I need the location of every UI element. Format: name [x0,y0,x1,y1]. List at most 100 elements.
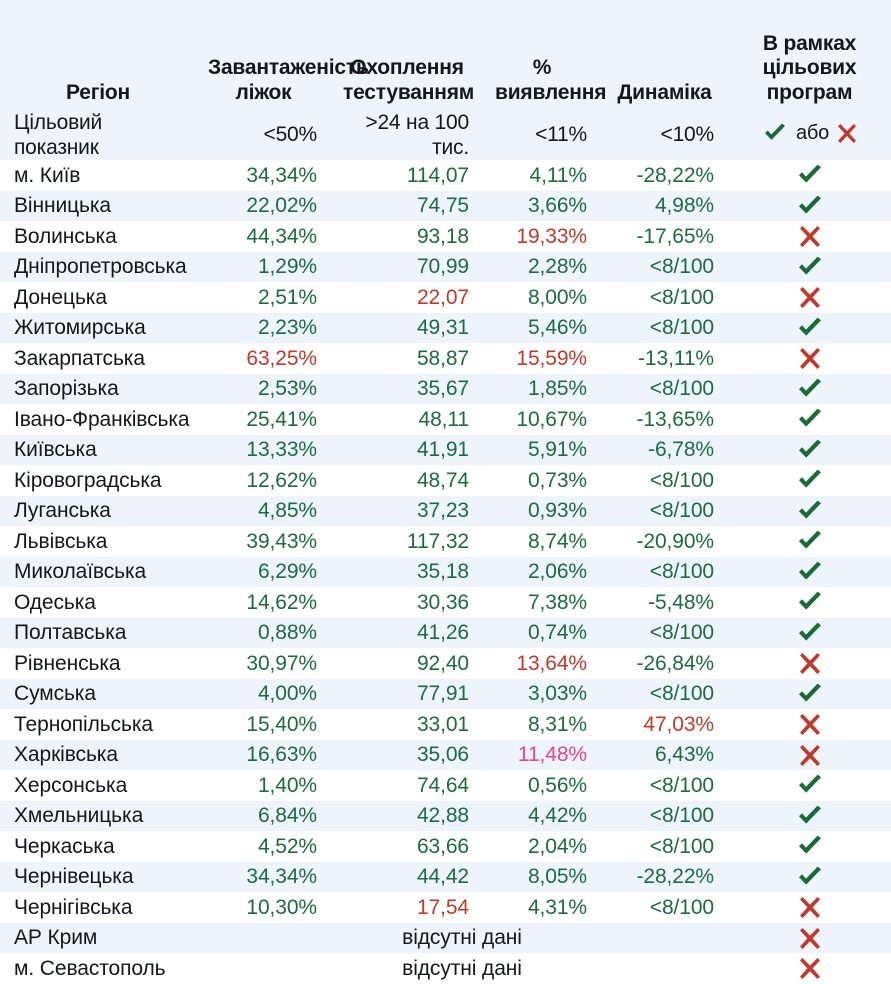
row-detection-rate-value: 0,74% [527,621,587,645]
target-value-detection: <11% [483,111,601,160]
row-no-data-label: відсутні дані [402,956,522,980]
row-beds-occupancy-value: 25,41% [246,407,317,431]
row-program-status [728,465,891,496]
row-dynamics-value: <8/100 [649,499,714,523]
row-program-status [728,679,891,710]
table-row: АР Крим відсутні дані [0,922,891,954]
target-conjunction-label: або [795,121,830,144]
row-program-status [728,191,891,222]
check-icon [797,591,823,613]
column-header-testing: Охоплення тестуванням [331,0,483,111]
row-detection-rate-value: 7,38% [527,590,587,614]
cross-icon [799,897,820,919]
row-detection-rate-value: 10,67% [516,407,587,431]
row-beds-occupancy-value: 2,53% [257,377,317,401]
row-dynamics-value: <8/100 [649,468,714,492]
row-beds-occupancy-value: 4,00% [257,682,317,706]
row-testing-coverage-value: 114,07 [406,163,469,187]
row-testing-coverage-value: 41,26 [416,621,469,645]
row-beds-occupancy-value: 63,25% [246,346,317,370]
row-program-status [728,770,891,801]
table-row: Запорізька 2,53% 35,67 1,85% <8/100 [0,373,891,404]
row-dynamics-value: -28,22% [636,865,714,889]
column-header-region: Регіон [0,0,196,111]
row-testing-coverage-value: 42,88 [416,804,469,828]
row-dynamics-value: <8/100 [649,773,714,797]
row-testing-coverage-value: 77,91 [416,682,469,706]
table-row: Рівненська 30,97% 92,40 13,64% -26,84% [0,648,891,679]
row-dynamics-value: <8/100 [649,285,714,309]
row-region-label: Полтавська [14,621,127,645]
row-detection-rate-value: 8,05% [527,865,587,889]
row-dynamics-value: <8/100 [649,255,714,279]
row-testing-coverage-value: 33,01 [416,712,469,736]
row-program-status [728,282,891,313]
table-row: Волинська 44,34% 93,18 19,33% -17,65% [0,221,891,252]
row-dynamics-value: 4,98% [654,194,714,218]
row-dynamics-value: -28,22% [636,163,714,187]
target-value-testing: >24 на 100 тис. [331,111,483,160]
table-row: Черкаська 4,52% 63,66 2,04% <8/100 [0,831,891,862]
row-testing-coverage-value: 117,32 [406,529,469,553]
row-detection-rate-value: 4,11% [529,163,588,187]
row-detection-rate-value: 0,93% [527,499,587,523]
target-value-dynamics: <10% [601,111,728,160]
row-detection-rate-value: 19,33% [516,224,587,248]
row-detection-rate-value: 8,74% [527,529,587,553]
row-testing-coverage-value: 63,66 [416,834,469,858]
table-row: Сумська 4,00% 77,91 3,03% <8/100 [0,678,891,710]
row-region-label: Запорізька [14,377,119,401]
row-dynamics-value: -13,11% [638,346,714,370]
row-beds-occupancy-value: 34,34% [246,865,317,889]
row-program-status [728,435,891,466]
column-header-dynamics: Динаміка [601,0,728,111]
check-icon [797,561,823,583]
table-row: Закарпатська 63,25% 58,87 15,59% -13,11% [0,343,891,374]
row-detection-rate-value: 5,46% [527,316,587,340]
column-header-programs: В рамках цільових програм [728,0,891,111]
table-row: м. Київ 34,34% 114,07 4,11% -28,22% [0,160,891,191]
check-icon [797,378,823,400]
header-titles-row: Регіон Завантаженість ліжок Охоплення те… [0,0,891,111]
row-region-label: Херсонська [14,773,128,797]
row-region-label: Івано-Франківська [14,407,190,431]
row-program-status [728,953,891,984]
check-icon [797,500,823,522]
row-dynamics-value: 6,43% [654,743,714,767]
row-detection-rate-value: 0,56% [527,773,587,797]
row-beds-occupancy-value: 1,29% [257,255,317,279]
row-detection-rate-value: 0,73% [527,468,587,492]
row-region-label: Донецька [14,285,107,309]
row-beds-occupancy-value: 39,43% [246,529,317,553]
row-region-label: Закарпатська [14,346,145,370]
row-detection-rate-value: 15,59% [516,346,587,370]
table-row: Херсонська 1,40% 74,64 0,56% <8/100 [0,770,891,801]
row-testing-coverage-value: 37,23 [416,499,469,523]
row-region-label: Київська [14,438,97,462]
row-testing-coverage-value: 30,36 [416,590,469,614]
table-row: Луганська 4,85% 37,23 0,93% <8/100 [0,495,891,526]
row-detection-rate-value: 5,91% [527,438,587,462]
table-row: Чернівецька 34,34% 44,42 8,05% -28,22% [0,861,891,892]
row-program-status [728,740,891,771]
table-row: м. Севастополь відсутні дані [0,953,891,984]
check-icon [797,835,823,857]
row-dynamics-value: -17,65% [636,224,714,248]
row-program-status [728,923,891,954]
cross-icon [799,744,820,766]
row-detection-rate-value: 2,06% [527,560,587,584]
check-icon [797,164,823,186]
row-region-label: Одеська [14,590,96,614]
row-beds-occupancy-value: 30,97% [246,651,317,675]
table-row: Чернігівська 10,30% 17,54 4,31% <8/100 [0,892,891,923]
row-beds-occupancy-value: 6,84% [257,804,317,828]
row-dynamics-value: <8/100 [649,682,714,706]
check-icon [797,469,823,491]
cross-icon [799,714,820,736]
row-beds-occupancy-value: 13,33% [246,438,317,462]
table-row: Одеська 14,62% 30,36 7,38% -5,48% [0,587,891,618]
check-icon [797,256,823,278]
row-region-label: Волинська [14,224,117,248]
row-dynamics-value: <8/100 [649,895,714,919]
